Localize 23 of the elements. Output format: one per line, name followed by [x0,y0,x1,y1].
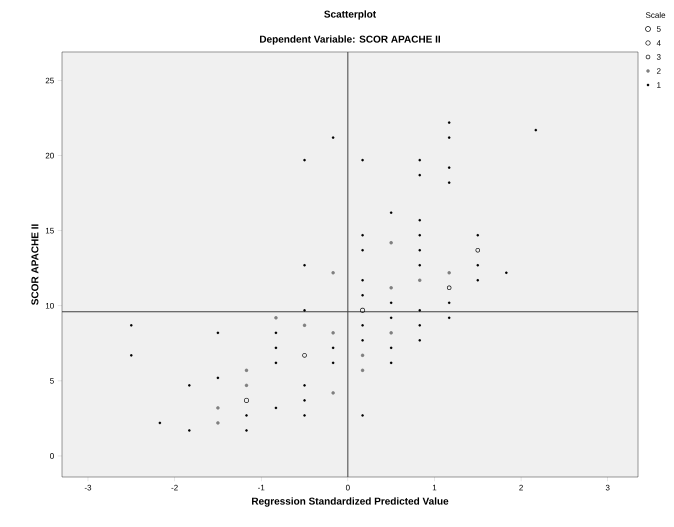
y-tick-label: 15 [46,228,54,234]
y-tick-label: 0 [50,453,54,459]
legend-label: 1 [657,82,661,88]
y-tick-label: 10 [46,302,54,309]
legend-label: 5 [656,26,661,32]
legend-label: 4 [656,40,661,46]
y-tick-label: 20 [46,152,54,158]
y-axis-title: SCOR APACHE II [31,224,38,305]
x-tick-label: 3 [606,484,610,490]
legend-title: Scale [646,12,666,18]
y-tick-label: 5 [50,378,54,384]
x-axis-title: Regression Standardized Predicted Value [252,497,448,507]
chart-title: Scatterplot [324,10,376,20]
x-tick-label: -2 [171,484,178,490]
y-tick-label: 25 [46,78,54,84]
x-tick-label: 1 [432,484,436,490]
legend-label: 2 [656,68,661,74]
x-tick-label: 2 [519,484,523,490]
x-tick-label: -1 [258,484,264,490]
chart-subtitle: Dependent Variable: SCOR APACHE II [260,35,440,45]
x-tick-label: -3 [84,484,92,490]
legend-label: 3 [656,54,661,60]
x-tick-label: 0 [346,484,350,490]
